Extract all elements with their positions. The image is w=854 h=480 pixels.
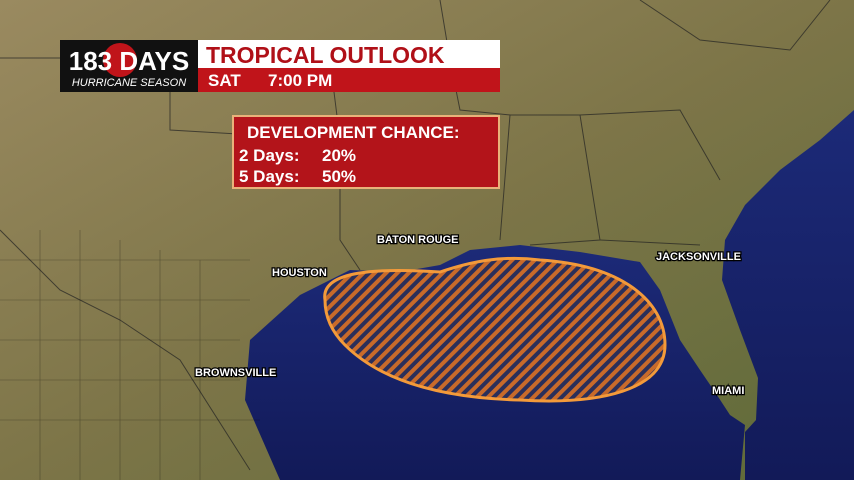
city-label: JACKSONVILLE — [656, 251, 741, 263]
time-band — [198, 68, 500, 92]
logo-number: 183 DAYS — [69, 46, 189, 76]
row-label: 2 Days: — [239, 146, 299, 165]
city-label: HOUSTON — [272, 267, 327, 279]
time: 7:00 PM — [268, 71, 332, 90]
logo-circle — [103, 43, 137, 77]
city-label: BROWNSVILLE — [195, 367, 276, 379]
outlook-heading: DEVELOPMENT CHANCE: — [247, 123, 460, 142]
row-value: 50% — [322, 167, 356, 186]
title: TROPICAL OUTLOOK — [206, 42, 445, 68]
logo-subtitle: HURRICANE SEASON — [72, 77, 186, 89]
row-value: 20% — [322, 146, 356, 165]
outlook-box: DEVELOPMENT CHANCE: 2 Days: 20% 5 Days: … — [232, 115, 500, 189]
header: 183 DAYS HURRICANE SEASON TROPICAL OUTLO… — [60, 40, 500, 92]
outlook-area — [323, 256, 667, 403]
outlook-panel — [232, 115, 500, 189]
atlantic — [722, 110, 854, 480]
row-label: 5 Days: — [239, 167, 299, 186]
day: SAT — [208, 71, 241, 90]
city-label: BATON ROUGE — [377, 234, 459, 246]
city-label: MIAMI — [712, 385, 744, 397]
county-grid — [0, 230, 260, 480]
title-band — [198, 40, 500, 68]
